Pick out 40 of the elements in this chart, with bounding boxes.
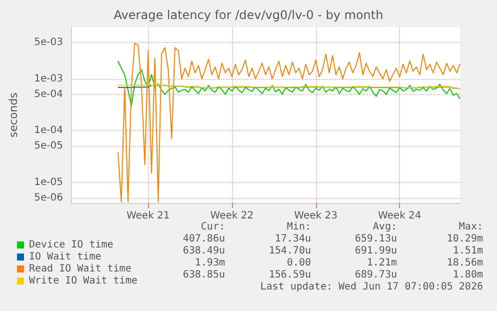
legend-label: Write IO Wait time bbox=[29, 276, 138, 286]
text: 407.86u bbox=[182, 234, 225, 244]
legend-label: Read IO Wait time bbox=[29, 264, 132, 274]
text: 10.29m bbox=[446, 234, 483, 244]
x-tick-label: Week 23 bbox=[294, 210, 338, 222]
text: 691.99u bbox=[354, 246, 397, 256]
y-axis-title: seconds bbox=[7, 92, 20, 138]
text: Max: bbox=[458, 222, 483, 232]
y-tick-label: 5e-03 bbox=[34, 37, 63, 48]
text: 156.59u bbox=[268, 270, 311, 280]
text: Min: bbox=[286, 222, 311, 232]
x-tick-label: Week 22 bbox=[210, 210, 254, 222]
line-series bbox=[117, 43, 460, 202]
text: 1.21m bbox=[366, 258, 397, 268]
y-tick-label: 1e-05 bbox=[34, 176, 63, 188]
line-series bbox=[117, 60, 460, 106]
text: 18.56m bbox=[446, 258, 483, 268]
text: Last update: Wed Jun 17 07:00:05 2026 bbox=[260, 282, 483, 292]
text: 659.13u bbox=[354, 234, 397, 244]
y-tick-label: 1e-04 bbox=[34, 125, 63, 136]
x-tick-label: Week 24 bbox=[378, 210, 422, 222]
text: Cur: bbox=[200, 222, 225, 232]
text: 154.70u bbox=[268, 246, 311, 256]
text: 0.00 bbox=[286, 258, 311, 268]
y-tick-label: 5e-05 bbox=[34, 140, 63, 152]
x-tick-label: Week 21 bbox=[126, 210, 170, 222]
text: 1.51m bbox=[452, 246, 483, 256]
text: 1.80m bbox=[452, 270, 483, 280]
text: 1.93m bbox=[194, 258, 225, 268]
text: Avg: bbox=[372, 222, 397, 232]
legend-label: IO Wait time bbox=[29, 252, 102, 262]
y-tick-label: 1e-03 bbox=[34, 73, 63, 84]
legend-label: Device IO time bbox=[29, 240, 114, 250]
text: 638.49u bbox=[182, 246, 225, 256]
y-tick-label: 5e-06 bbox=[34, 192, 63, 204]
chart-title: Average latency for /dev/vg0/lv-0 - by month bbox=[114, 8, 384, 22]
text: 17.34u bbox=[274, 234, 311, 244]
text: 638.85u bbox=[182, 270, 225, 280]
y-tick-label: 5e-04 bbox=[34, 88, 63, 100]
text: 689.73u bbox=[354, 270, 397, 280]
